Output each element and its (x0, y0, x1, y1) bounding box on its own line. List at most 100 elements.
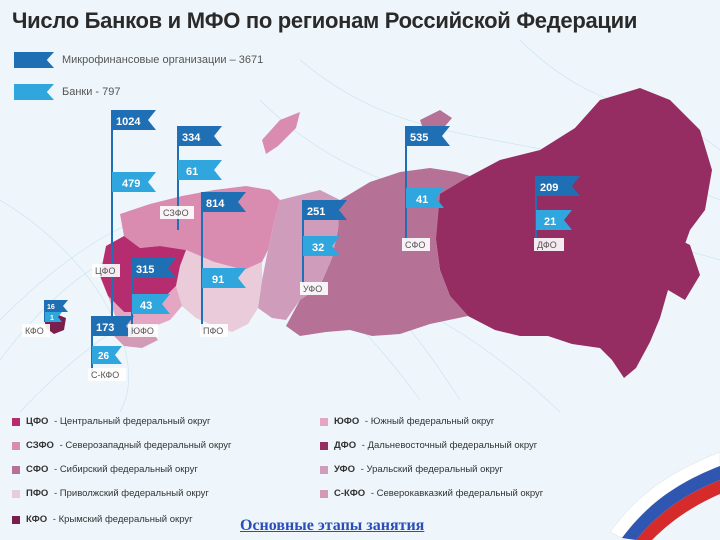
legend-swatch (12, 465, 20, 474)
label-bg-szfo (160, 206, 194, 219)
legend-code: С-КФО (334, 488, 366, 499)
legend-mfo-label: Микрофинансовые организации – 3671 (62, 54, 264, 66)
legend-desc: Центральный федеральный округ (59, 416, 211, 427)
label-bg-kfo (22, 324, 50, 337)
legend-desc: Северокавказкий федеральный округ (376, 488, 544, 499)
legend-code: КФО (26, 514, 48, 525)
flag-bank-skfo (92, 346, 122, 364)
label-bg-sfo (402, 238, 430, 251)
flag-mfo-yufo (132, 258, 176, 278)
flag-bank-skfo-value: 26 (98, 351, 110, 362)
legend-swatch (320, 489, 328, 498)
region-label-skfo: С-КФО (91, 370, 119, 380)
legend-desc: Южный федеральный округ (370, 416, 495, 427)
flag-mfo-kfo-value: 16 (47, 304, 55, 311)
legend-swatch (12, 417, 20, 426)
region-label-kfo: КФО (25, 326, 44, 336)
legend-code: ЮФО (334, 416, 360, 427)
legend-swatch (320, 465, 328, 474)
label-bg-cfo (92, 264, 120, 277)
flag-bank-cfo-value: 479 (122, 178, 140, 190)
mfo-flag-icon (14, 52, 54, 68)
legend-code: СФО (26, 464, 49, 475)
island-novaya-zemlya (262, 112, 300, 154)
legend-swatch (12, 489, 20, 498)
flag-mfo-yufo-value: 315 (136, 264, 154, 276)
legend-desc: Сибирский федеральный округ (59, 464, 198, 475)
region-label-pfo: ПФО (203, 326, 223, 336)
flag-bank-ufo-value: 32 (312, 242, 324, 254)
legend-item-skfo: С-КФО - Северокавказкий федеральный окру… (320, 488, 543, 499)
label-bg-skfo (88, 368, 126, 381)
bank-flag-icon (14, 84, 54, 100)
flag-bank-dfo-value: 21 (544, 216, 556, 228)
legend-item-cfo: ЦФО - Центральный федеральный округ (12, 416, 211, 427)
flag-mfo-ufo (303, 200, 347, 220)
legend-banks-label: Банки - 797 (62, 86, 121, 98)
flag-bank-sfo-value: 41 (416, 194, 428, 206)
flag-mfo-kfo (45, 300, 68, 312)
flag-mfo-cfo-value: 1024 (116, 116, 141, 128)
label-bg-yufo (128, 324, 158, 337)
legend-item-ufo: УФО - Уральский федеральный округ (320, 464, 503, 475)
flag-mfo-szfo-value: 334 (182, 132, 201, 144)
region-label-cfo: ЦФО (95, 266, 116, 276)
legend-code: ЦФО (26, 416, 49, 427)
legend-desc: Северозападный федеральный округ (65, 440, 232, 451)
flag-bank-szfo-value: 61 (186, 166, 198, 178)
region-sfo (286, 168, 470, 336)
legend-item-pfo: ПФО - Приволжский федеральный округ (12, 488, 209, 499)
flag-mfo-szfo (178, 126, 222, 146)
flag-bank-dfo (536, 210, 572, 230)
region-label-yufo: ЮФО (131, 326, 154, 336)
flag-mfo-skfo (92, 316, 134, 336)
region-ufo (258, 190, 340, 320)
region-dfo (432, 88, 712, 378)
label-bg-ufo (300, 282, 328, 295)
flag-mfo-pfo (202, 192, 246, 212)
legend-item-kfo: КФО - Крымский федеральный округ (12, 514, 193, 525)
flag-mfo-sfo-value: 535 (410, 132, 428, 144)
flag-bank-sfo (406, 188, 444, 208)
legend-swatch (12, 515, 20, 524)
page-title: Число Банков и МФО по регионам Российско… (12, 8, 638, 33)
flag-mfo-ufo-value: 251 (307, 206, 325, 218)
legend-desc: Дальневосточный федеральный округ (367, 440, 538, 451)
flag-bank-szfo (178, 160, 222, 180)
legend-code: УФО (334, 464, 356, 475)
label-bg-pfo (200, 324, 228, 337)
russia-map: 1024 479 334 61 814 91 315 43 173 26 16 … (0, 39, 720, 412)
flag-mfo-dfo-value: 209 (540, 182, 558, 194)
flag-bank-yufo (132, 294, 170, 314)
footer-link[interactable]: Основные этапы занятия (240, 517, 425, 534)
flag-bank-ufo (303, 236, 340, 256)
legend-code: ДФО (334, 440, 357, 451)
legend-item-dfo: ДФО - Дальневосточный федеральный округ (320, 440, 537, 451)
legend-mfo: Микрофинансовые организации – 3671 (14, 52, 263, 68)
legend-banks: Банки - 797 (14, 84, 121, 100)
legend-item-yufo: ЮФО - Южный федеральный округ (320, 416, 494, 427)
region-label-sfo: СФО (405, 240, 425, 250)
flag-bank-kfo-value: 1 (50, 315, 54, 322)
flag-mfo-skfo-value: 173 (96, 322, 114, 334)
flag-mfo-pfo-value: 814 (206, 198, 225, 210)
region-legend: ЦФО - Центральный федеральный округ СЗФО… (0, 412, 720, 540)
legend-item-szfo: СЗФО - Северозападный федеральный округ (12, 440, 232, 451)
legend-swatch (320, 441, 328, 450)
legend-code: СЗФО (26, 440, 54, 451)
legend-desc: Уральский федеральный округ (366, 464, 503, 475)
legend-swatch (12, 441, 20, 450)
flag-bank-kfo (45, 312, 62, 322)
legend-desc: Приволжский федеральный округ (59, 488, 209, 499)
flag-bank-pfo-value: 91 (212, 274, 224, 286)
flag-mfo-cfo (112, 110, 156, 130)
region-label-szfo: СЗФО (163, 208, 189, 218)
flag-mfo-sfo (406, 126, 450, 146)
label-bg-dfo (534, 238, 564, 251)
legend-swatch (320, 417, 328, 426)
legend-desc: Крымский федеральный округ (58, 514, 193, 525)
legend-code: ПФО (26, 488, 49, 499)
flag-bank-yufo-value: 43 (140, 300, 152, 312)
flag-mfo-dfo (536, 176, 580, 196)
russian-flag-ribbon-icon (609, 451, 720, 540)
